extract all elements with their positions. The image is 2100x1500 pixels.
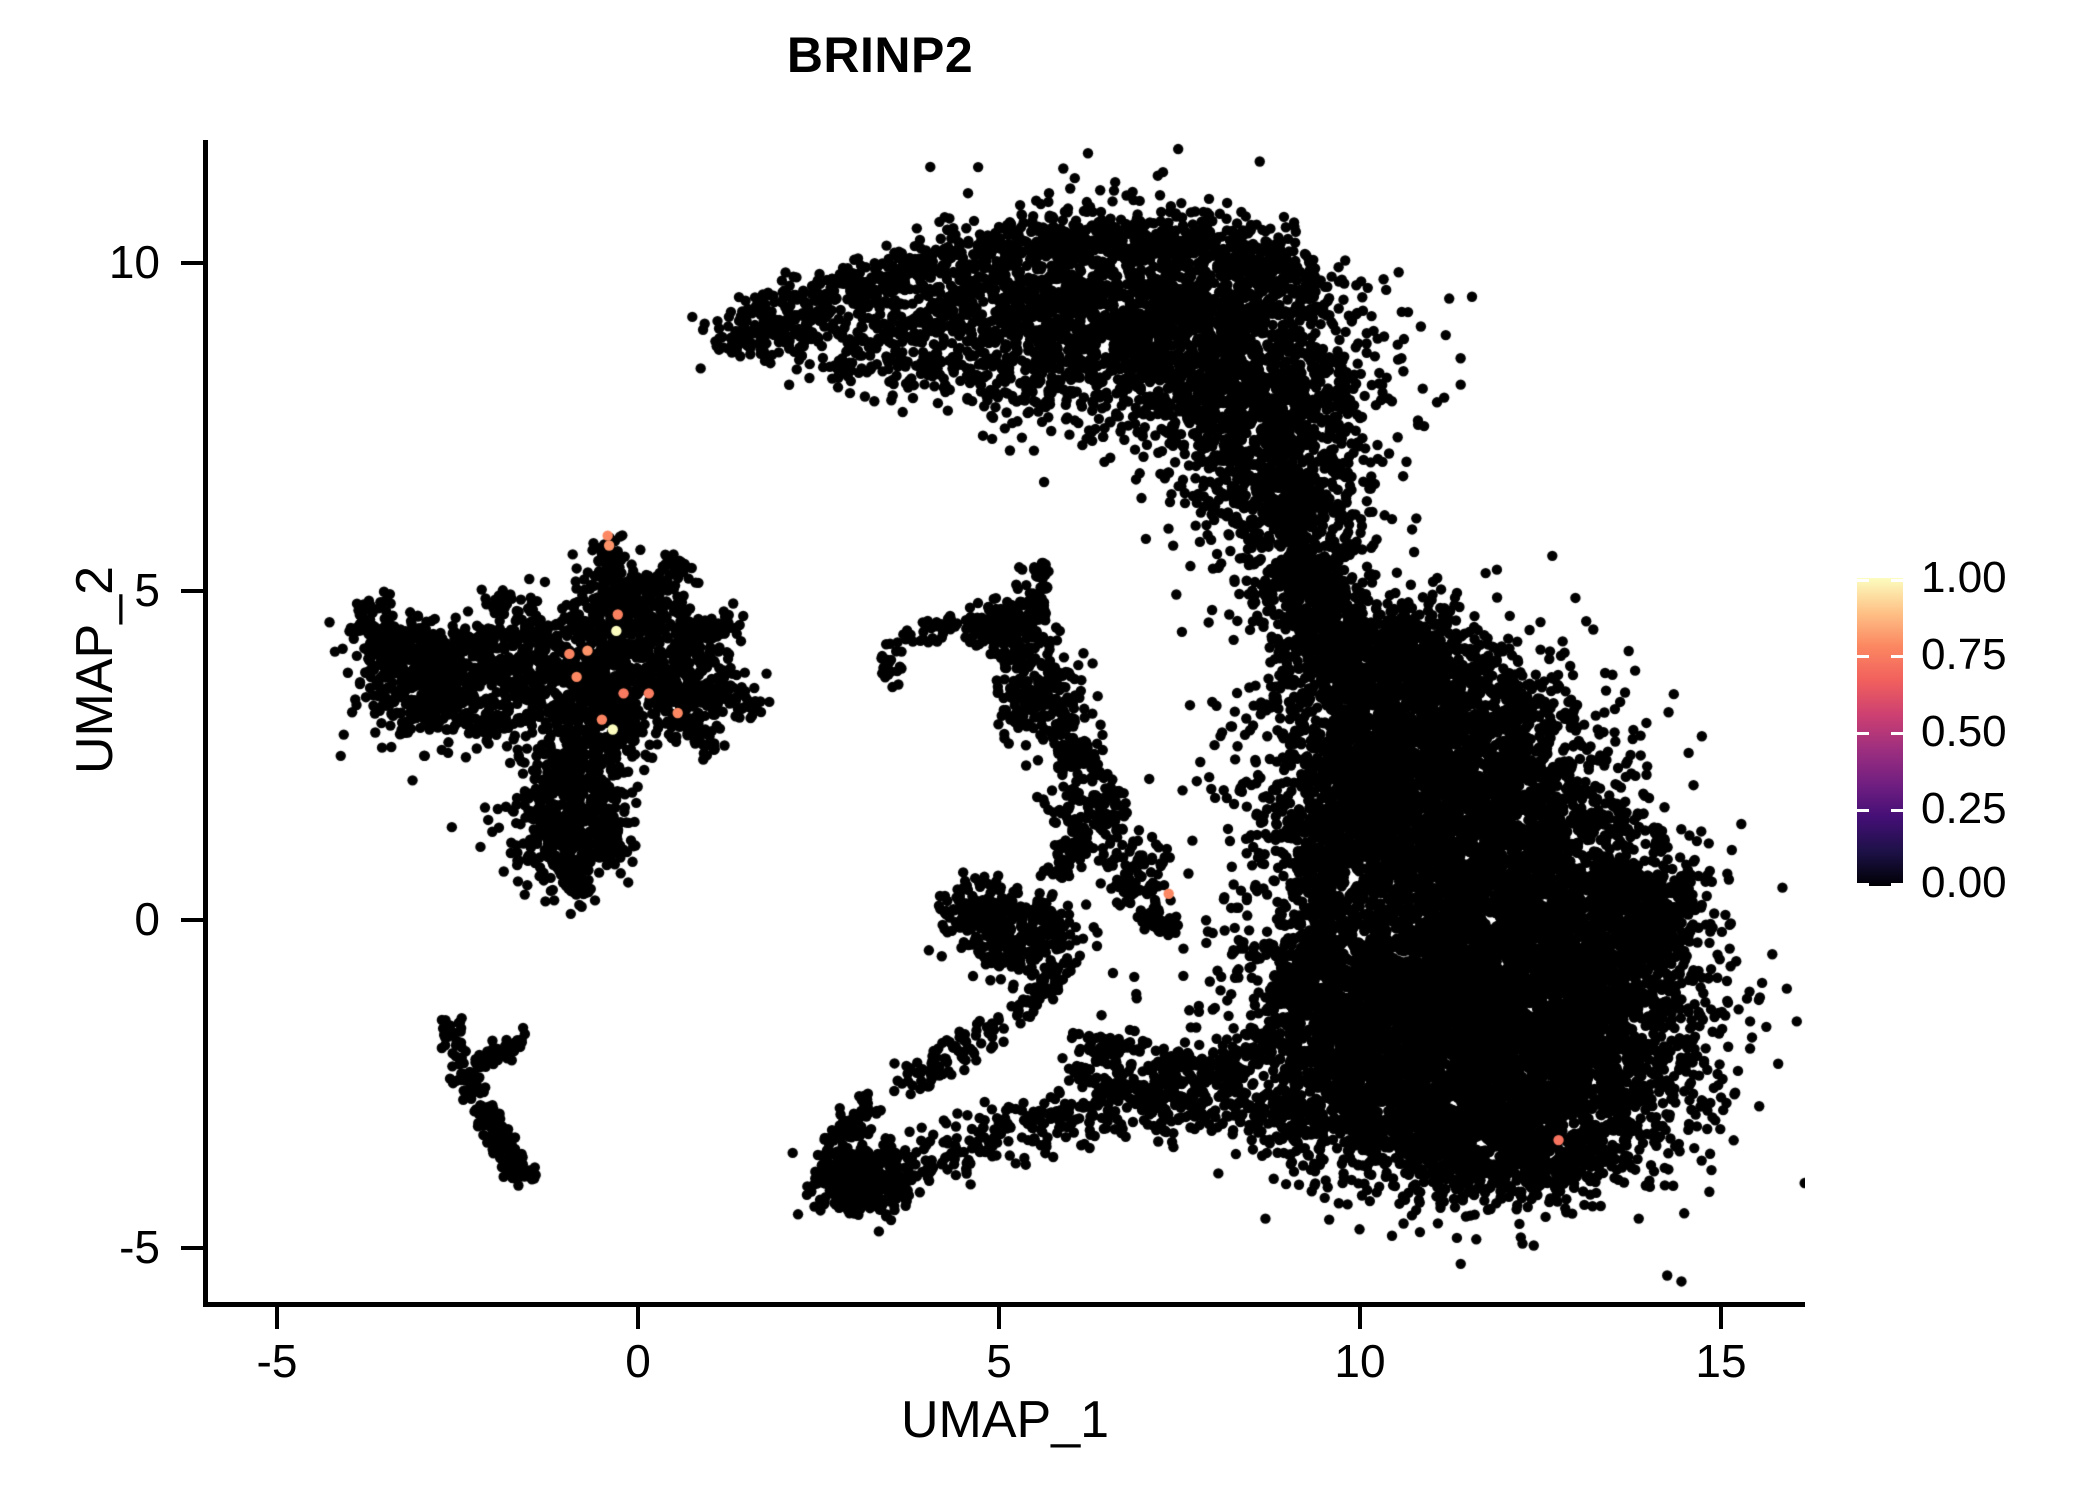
colorbar-tick	[1891, 732, 1903, 735]
y-tick-label: -5	[119, 1221, 160, 1273]
colorbar-tick	[1857, 655, 1869, 658]
colorbar-tick	[1857, 579, 1869, 582]
colorbar-label: 1.00	[1921, 553, 2007, 602]
scatter-plot-area	[205, 140, 1805, 1305]
x-tick-label: 0	[625, 1335, 651, 1387]
x-tick-mark	[997, 1307, 1001, 1329]
x-tick-mark	[1719, 1307, 1723, 1329]
x-tick-mark	[275, 1307, 279, 1329]
y-tick-label: 5	[134, 564, 160, 616]
scatter-canvas	[205, 140, 1805, 1305]
x-tick-label: 5	[986, 1335, 1012, 1387]
colorbar-label: 0.25	[1921, 784, 2007, 833]
y-tick-mark	[181, 589, 203, 593]
y-axis-line	[203, 140, 208, 1305]
x-tick-label: 15	[1695, 1335, 1747, 1387]
colorbar-tick	[1857, 809, 1869, 812]
colorbar-legend: 1.00 0.75 0.50 0.25 0.00	[1857, 556, 2087, 905]
x-tick-label: 10	[1334, 1335, 1386, 1387]
colorbar-label: 0.00	[1921, 858, 2007, 907]
colorbar-tick	[1891, 809, 1903, 812]
y-tick-mark	[181, 1246, 203, 1250]
y-tick-mark	[181, 261, 203, 265]
y-axis-label: UMAP_2	[66, 565, 124, 775]
x-axis-line	[203, 1302, 1805, 1307]
x-axis-label: UMAP_1	[900, 1391, 1110, 1449]
colorbar-label: 0.50	[1921, 707, 2007, 756]
colorbar-tick	[1857, 732, 1869, 735]
colorbar-tick	[1891, 579, 1903, 582]
x-tick-label: -5	[256, 1335, 298, 1387]
y-tick-mark	[181, 918, 203, 922]
colorbar-gradient	[1857, 578, 1903, 886]
colorbar-tick	[1891, 883, 1903, 886]
x-tick-mark	[636, 1307, 640, 1329]
y-tick-label: 0	[134, 893, 160, 945]
page-title: BRINP2	[786, 27, 974, 83]
colorbar-tick	[1891, 655, 1903, 658]
colorbar-tick	[1857, 883, 1869, 886]
y-tick-label: 10	[108, 236, 160, 288]
x-tick-mark	[1358, 1307, 1362, 1329]
colorbar-label: 0.75	[1921, 630, 2007, 679]
